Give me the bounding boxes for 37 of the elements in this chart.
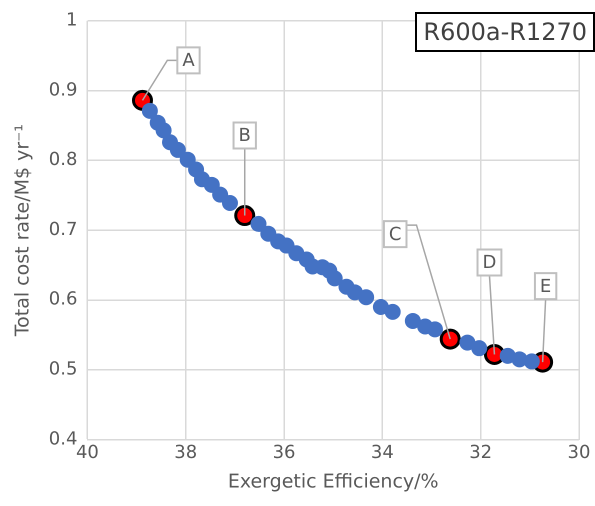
y-tick-label: 0.5	[48, 358, 78, 380]
y-tick-label: 0.9	[48, 79, 78, 100]
x-tick-label: 36	[272, 442, 296, 464]
x-tick-label: 40	[76, 442, 99, 464]
x-tick-label: 34	[370, 442, 394, 464]
annotation: A	[182, 50, 196, 72]
point	[358, 289, 374, 306]
annotation: B	[238, 125, 251, 146]
x-axis-title: Exergetic Efficiency/%	[228, 470, 439, 493]
x-tick-label: 38	[174, 442, 198, 464]
point	[471, 340, 488, 356]
point	[142, 102, 158, 119]
annotation: E	[540, 276, 552, 297]
annotation: D	[482, 252, 496, 274]
point	[459, 334, 476, 351]
point	[440, 328, 461, 350]
point	[404, 312, 421, 329]
y-axis-title: Total cost rate/M$ yr⁻¹	[11, 124, 34, 338]
point	[234, 205, 256, 226]
y-tick-label: 0.4	[48, 428, 78, 450]
x-tick-label: 30	[568, 442, 590, 464]
point	[170, 142, 186, 158]
x-tick-label: 32	[469, 442, 492, 464]
chart-title: R600a-R1270	[415, 12, 595, 52]
point	[384, 304, 401, 320]
y-tick-label: 0.7	[48, 218, 78, 240]
point	[524, 353, 540, 370]
y-tick-label: 0.8	[48, 149, 78, 170]
annotation: C	[388, 224, 402, 245]
point	[326, 270, 343, 286]
point	[250, 216, 266, 232]
y-tick-label: 0.6	[48, 288, 78, 310]
point	[222, 194, 238, 211]
point	[426, 321, 443, 338]
y-tick-label: 1	[66, 9, 78, 30]
point	[156, 122, 172, 138]
point	[212, 186, 228, 203]
